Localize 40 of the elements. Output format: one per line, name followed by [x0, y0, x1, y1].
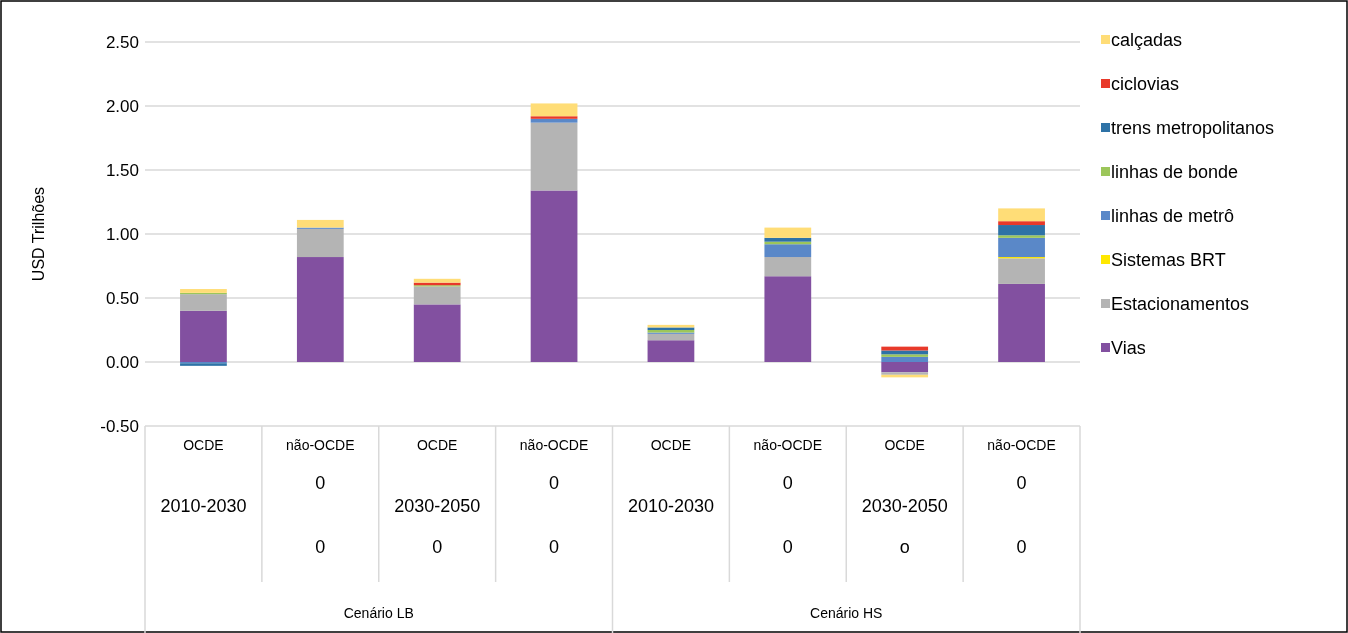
y-tick-label: 1.00	[105, 224, 139, 244]
legend-label: ciclovias	[1111, 74, 1180, 95]
text: 0	[782, 537, 793, 557]
x-tick-label: não-OCDE	[286, 437, 355, 453]
text: 0	[1016, 537, 1027, 557]
y-tick-label: 2.00	[105, 96, 139, 116]
x-tick-label: OCDE	[884, 437, 925, 453]
legend-label: trens metropolitanos	[1111, 118, 1275, 139]
x-tick-label: OCDE	[650, 437, 692, 453]
y-tick-label: 0.00	[105, 352, 139, 372]
text: 0	[315, 537, 326, 557]
text: o	[899, 537, 910, 557]
text: 2030-2050	[394, 496, 481, 516]
text: Cenário LB	[343, 605, 414, 621]
legend-label: calçadas	[1111, 30, 1183, 51]
text: Cenário HS	[810, 605, 883, 621]
x-tick-label: não-OCDE	[753, 437, 823, 453]
legend-label: linhas de metrô	[1111, 206, 1235, 227]
text: 2010-2030	[160, 496, 247, 516]
y-tick-label: 0.50	[105, 288, 139, 308]
legend-label: Vias	[1111, 338, 1146, 359]
text: 0	[549, 473, 560, 493]
legend-label: Sistemas BRT	[1111, 250, 1226, 271]
x-tick-label: não-OCDE	[519, 437, 589, 453]
text: 2030-2050	[861, 496, 948, 516]
text: 0	[782, 473, 793, 493]
y-tick-label: 1.50	[105, 160, 139, 180]
text: 0	[315, 473, 326, 493]
text: 0	[1016, 473, 1027, 493]
legend-label: linhas de bonde	[1111, 162, 1239, 183]
x-tick-label: não-OCDE	[987, 437, 1056, 453]
y-axis-title: USD Trilhões	[30, 186, 47, 282]
x-tick-label: OCDE	[416, 437, 458, 453]
x-tick-label: OCDE	[183, 437, 224, 453]
text: 0	[549, 537, 560, 557]
legend-label: Estacionamentos	[1111, 294, 1250, 315]
y-tick-label: -0.50	[100, 416, 139, 436]
text: 2010-2030	[627, 496, 714, 516]
text: 0	[432, 537, 443, 557]
y-tick-label: 2.50	[105, 32, 139, 52]
